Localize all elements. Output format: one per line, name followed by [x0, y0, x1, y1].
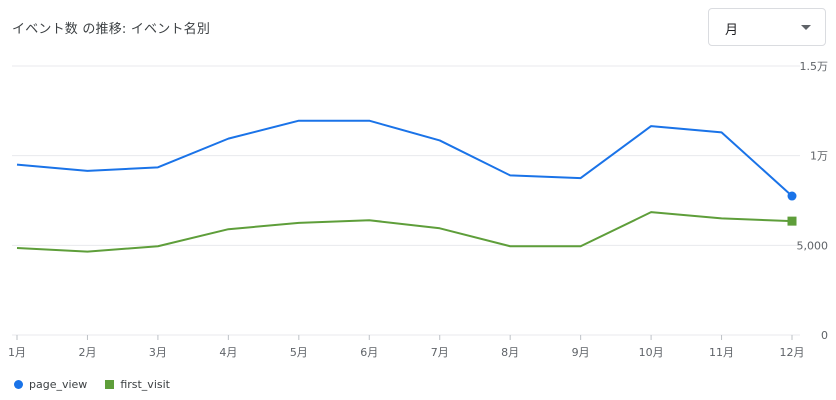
x-tick-label: 11月 — [709, 346, 734, 359]
x-tick-label: 7月 — [431, 346, 449, 359]
series-layer — [16, 119, 797, 253]
legend: page_view first_visit — [14, 378, 188, 391]
series-end-marker-first-visit[interactable] — [787, 216, 797, 226]
x-tick-label: 10月 — [639, 346, 664, 359]
x-tick-label: 8月 — [501, 346, 519, 359]
series-end-marker-page-view[interactable] — [787, 191, 797, 201]
x-tick-label: 1月 — [8, 346, 26, 359]
legend-item-first-visit[interactable]: first_visit — [105, 378, 170, 391]
x-tick-label: 12月 — [780, 346, 805, 359]
x-axis-ticks: 1月 2月 3月 4月 5月 6月 7月 8月 9月 10月 11月 12月 — [8, 335, 805, 359]
series-line-first-visit[interactable] — [16, 211, 793, 253]
x-tick-label: 5月 — [290, 346, 308, 359]
series-line-page-view[interactable] — [16, 119, 793, 197]
legend-label: page_view — [29, 378, 88, 391]
y-axis-ticks: 0 5,000 1万 1.5万 — [797, 60, 829, 342]
y-tick-label: 1万 — [810, 150, 828, 163]
x-tick-label: 6月 — [360, 346, 378, 359]
x-tick-label: 4月 — [219, 346, 237, 359]
legend-label: first_visit — [120, 378, 170, 391]
legend-dot-icon — [14, 380, 23, 389]
chart-title: イベント数 の推移: イベント名別 — [12, 22, 211, 37]
y-tick-label: 1.5万 — [800, 60, 829, 73]
x-tick-label: 2月 — [78, 346, 96, 359]
grid-layer — [12, 65, 800, 336]
period-select-value: 月 — [725, 23, 739, 38]
legend-square-icon — [105, 380, 115, 389]
y-tick-label: 0 — [821, 329, 828, 342]
x-tick-label: 3月 — [149, 346, 167, 359]
legend-item-page-view[interactable]: page_view — [14, 378, 87, 391]
period-select[interactable]: 月 — [708, 8, 826, 46]
line-chart: 0 5,000 1万 1.5万 1月 2月 3月 4月 5月 6月 7月 8月 9月 10月 11月 12月 — [8, 60, 829, 359]
x-tick-label: 9月 — [572, 346, 590, 359]
chevron-down-icon — [801, 25, 811, 30]
y-tick-label: 5,000 — [797, 239, 829, 252]
